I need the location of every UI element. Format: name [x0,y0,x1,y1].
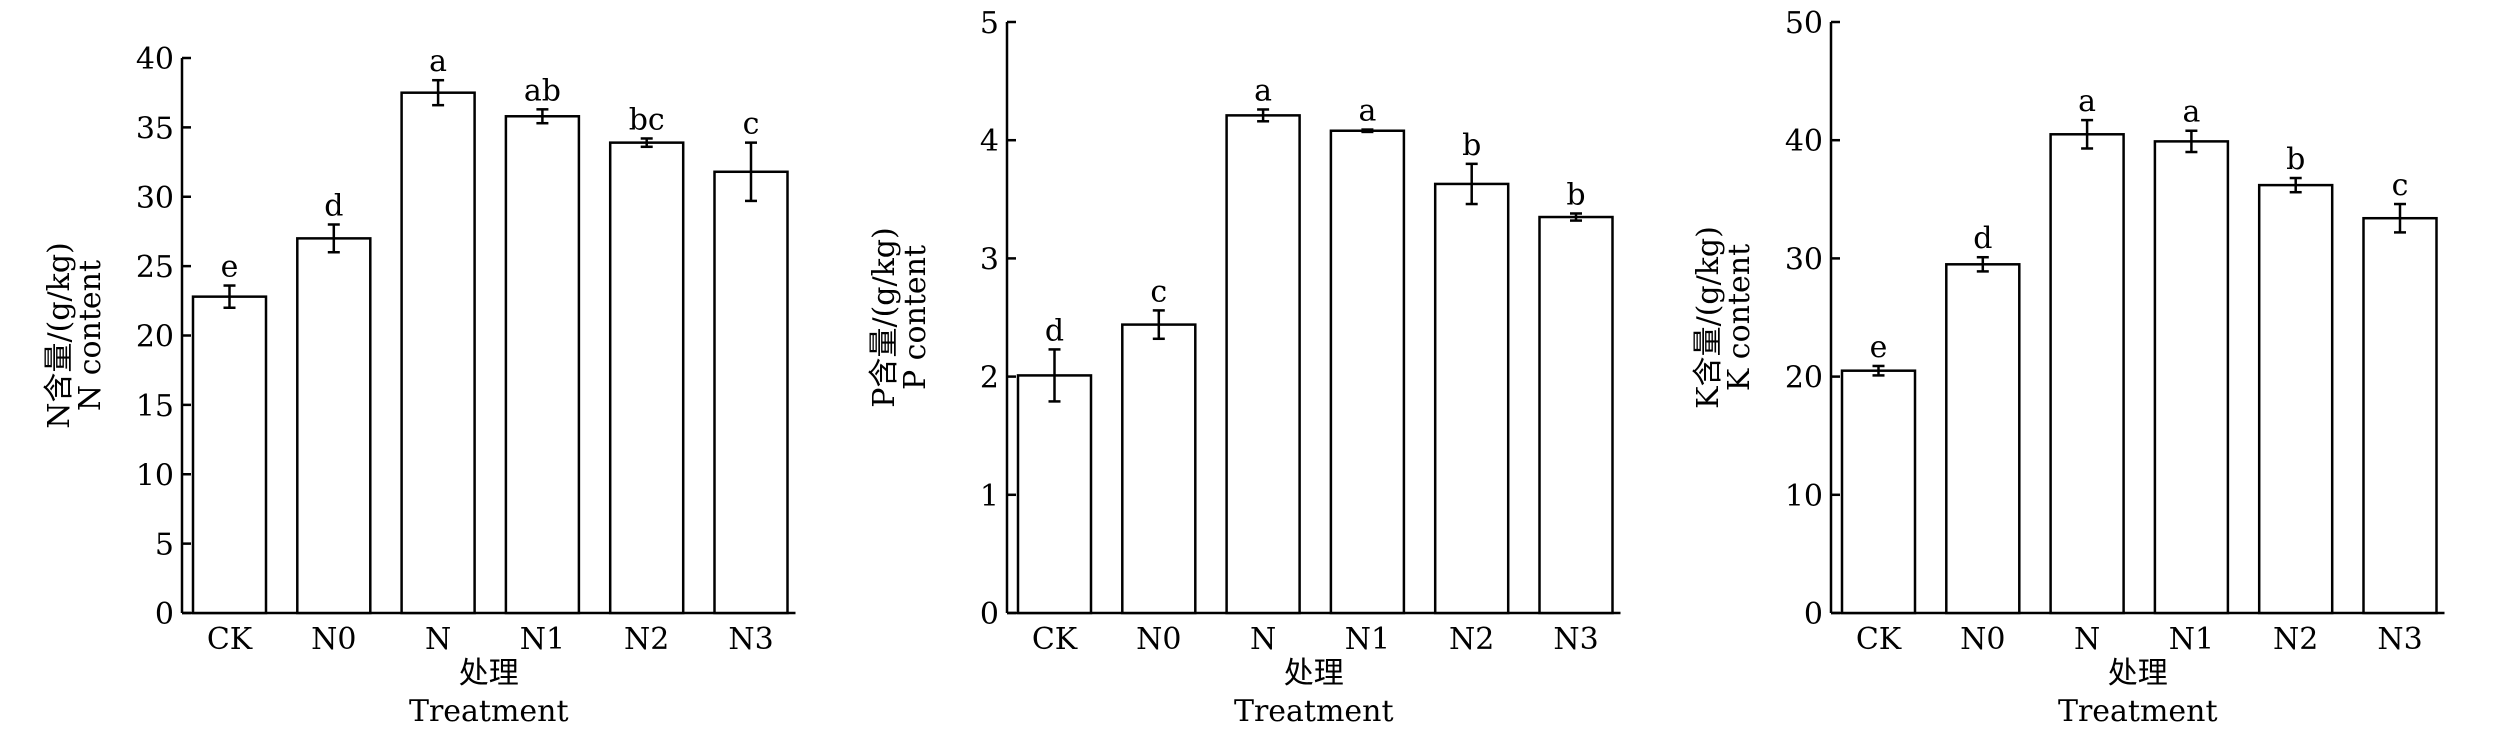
significance-label: b [1462,128,1481,163]
y-tick-label: 10 [136,458,174,493]
bar-N0 [296,237,372,615]
x-axis-title-english: Treatment [1234,694,1394,729]
bar-N0 [1945,263,2021,615]
x-tick-label: N2 [1449,622,1494,657]
significance-label: a [429,44,447,79]
x-axis-title: 处理 [2108,656,2168,691]
bar-N3 [713,170,789,615]
bar-N2 [608,141,685,615]
significance-label: a [1358,94,1376,129]
significance-label: d [1973,221,1992,256]
chart-panel-1: 0 5 10 15 20 25 30 35 40 e CK d N0 a Nab N1 bc N2 c N3 处理Tre… [42,42,796,729]
y-axis-title-english: K content [1722,244,1757,391]
y-axis-title: K含量/(g/kg) [1691,226,1726,409]
y-tick-label: 30 [136,181,174,216]
y-tick-label: 1 [980,479,999,514]
y-tick-label: 5 [155,528,174,563]
significance-label: e [221,250,239,285]
x-tick-label: N3 [728,622,773,657]
y-tick-label: 35 [136,111,174,146]
significance-label: d [1045,313,1064,348]
x-tick-label: N [1250,622,1276,657]
bar-N3 [2362,216,2438,615]
x-tick-label: N0 [311,622,356,657]
bar-N0 [1121,323,1197,615]
bar-CK [191,295,268,615]
y-tick-label: 15 [136,389,174,424]
y-tick-label: 0 [1804,597,1823,632]
bar-N3 [1538,215,1614,615]
significance-label: b [2286,142,2305,177]
bar-N [2049,133,2125,615]
y-tick-label: 5 [980,6,999,41]
x-tick-label: N1 [520,622,565,657]
x-tick-label: N [425,622,451,657]
x-axis-title: 处理 [459,656,519,691]
x-tick-label: CK [1032,622,1078,657]
bar-N2 [1433,182,1510,615]
y-tick-label: 0 [155,597,174,632]
x-axis-title-english: Treatment [2058,694,2218,729]
significance-label: bc [629,102,665,137]
y-tick-label: 3 [980,242,999,277]
y-tick-label: 20 [1785,361,1823,396]
x-tick-label: N1 [2169,622,2214,657]
y-tick-label: 10 [1785,479,1823,514]
y-tick-label: 40 [1785,124,1823,159]
x-tick-label: N2 [2273,622,2318,657]
x-tick-label: CK [1856,622,1902,657]
significance-label: c [2392,168,2409,203]
x-tick-label: N3 [1553,622,1598,657]
x-tick-label: N0 [1136,622,1181,657]
y-tick-label: 40 [136,42,174,77]
x-tick-label: N1 [1345,622,1390,657]
y-axis-title: N含量/(g/kg) [42,242,77,428]
y-axis-title-english: P content [898,245,933,390]
x-tick-label: N2 [624,622,669,657]
significance-label: a [1254,73,1272,108]
bar-CK [1016,374,1093,615]
significance-label: ab [524,73,561,108]
significance-label: a [2078,84,2096,119]
x-tick-label: CK [207,622,253,657]
significance-label: e [1870,330,1888,365]
significance-label: d [324,189,343,224]
significance-label: c [1150,274,1167,309]
bar-N1 [504,115,581,615]
significance-label: c [743,107,760,142]
y-tick-label: 4 [980,124,999,159]
bar-CK [1840,369,1917,615]
y-tick-label: 2 [980,361,999,396]
x-axis-title-english: Treatment [409,694,569,729]
significance-label: b [1566,177,1585,212]
bar-N1 [1329,129,1406,615]
y-tick-label: 50 [1785,6,1823,41]
bar-N [400,91,476,615]
x-tick-label: N [2074,622,2100,657]
bar-N [1225,114,1301,615]
x-tick-label: N3 [2377,622,2422,657]
bar-N1 [2153,140,2230,615]
x-tick-label: N0 [1960,622,2005,657]
significance-label: a [2182,95,2200,130]
bar-N2 [2257,183,2334,615]
y-tick-label: 25 [136,250,174,285]
y-tick-label: 20 [136,320,174,355]
y-tick-label: 30 [1785,242,1823,277]
y-axis-title: P含量/(g/kg) [867,227,902,407]
y-tick-label: 0 [980,597,999,632]
x-axis-title: 处理 [1284,656,1344,691]
y-axis-title-english: N content [73,260,108,411]
